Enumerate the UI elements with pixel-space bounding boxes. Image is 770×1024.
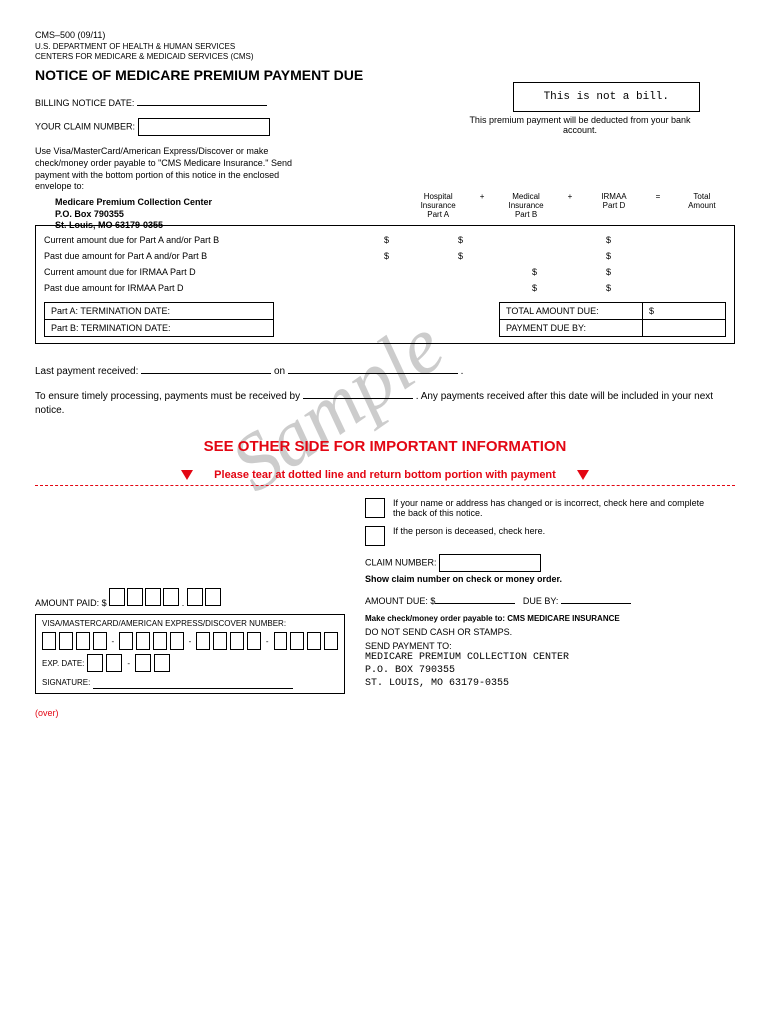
row-current-ab: Current amount due for Part A and/or Par…: [44, 235, 384, 245]
cc-label: VISA/MASTERCARD/AMERICAN EXPRESS/DISCOVE…: [42, 619, 338, 628]
row-past-ab: Past due amount for Part A and/or Part B: [44, 251, 384, 261]
show-claim-note: Show claim number on check or money orde…: [365, 574, 715, 584]
form-id: CMS–500 (09/11): [35, 30, 735, 40]
claim-number-field2[interactable]: [439, 554, 541, 572]
signature-field[interactable]: [93, 676, 293, 689]
exp-label: EXP. DATE:: [42, 659, 84, 668]
dept-line1: U.S. DEPARTMENT OF HEALTH & HUMAN SERVIC…: [35, 42, 735, 52]
address-change-label: If your name or address has changed or i…: [393, 498, 715, 518]
amount-paid-label: AMOUNT PAID: $: [35, 598, 107, 608]
triangle-right-icon: [577, 470, 589, 480]
termination-table: Part A: TERMINATION DATE: Part B: TERMIN…: [44, 302, 274, 337]
not-a-bill-box: This is not a bill.: [513, 82, 700, 112]
claim-number-label2: CLAIM NUMBER:: [365, 557, 437, 567]
row-current-d: Current amount due for IRMAA Part D: [44, 267, 384, 277]
dashed-line: [35, 485, 735, 486]
mailing-address: MEDICARE PREMIUM COLLECTION CENTER P.O. …: [365, 651, 715, 690]
cc-number-boxes[interactable]: - - -: [42, 632, 338, 650]
due-by-label: DUE BY:: [523, 596, 559, 606]
send-to-label: SEND PAYMENT TO:: [365, 641, 715, 651]
last-payment-line: Last payment received: on .: [35, 362, 735, 377]
total-due-table: TOTAL AMOUNT DUE:$ PAYMENT DUE BY:: [499, 302, 726, 337]
credit-card-frame: VISA/MASTERCARD/AMERICAN EXPRESS/DISCOVE…: [35, 614, 345, 694]
address-change-checkbox[interactable]: [365, 498, 385, 518]
tear-instruction: Please tear at dotted line and return bo…: [35, 469, 735, 481]
claim-number-field[interactable]: [138, 118, 270, 136]
triangle-left-icon: [181, 470, 193, 480]
billing-date-field[interactable]: [137, 93, 267, 106]
claim-number-label: YOUR CLAIM NUMBER:: [35, 122, 135, 132]
signature-label: SIGNATURE:: [42, 678, 90, 687]
amounts-table: Current amount due for Part A and/or Par…: [35, 225, 735, 344]
payment-instructions: Use Visa/MasterCard/American Express/Dis…: [35, 146, 315, 193]
dept-line2: CENTERS FOR MEDICARE & MEDICAID SERVICES…: [35, 52, 735, 62]
ensure-text: To ensure timely processing, payments mu…: [35, 387, 735, 418]
amount-paid-boxes[interactable]: [109, 588, 179, 606]
make-check-note: Make check/money order payable to: CMS M…: [365, 614, 620, 623]
page-title: NOTICE OF MEDICARE PREMIUM PAYMENT DUE: [35, 67, 735, 83]
billing-date-label: BILLING NOTICE DATE:: [35, 98, 134, 108]
deceased-checkbox[interactable]: [365, 526, 385, 546]
deceased-label: If the person is deceased, check here.: [393, 526, 545, 536]
amount-due-label: AMOUNT DUE: $: [365, 596, 435, 606]
see-other-side: SEE OTHER SIDE FOR IMPORTANT INFORMATION: [35, 438, 735, 455]
row-past-d: Past due amount for IRMAA Part D: [44, 283, 384, 293]
deduction-note: This premium payment will be deducted fr…: [460, 115, 700, 135]
no-cash-note: DO NOT SEND CASH OR STAMPS.: [365, 627, 715, 637]
over-indicator: (over): [35, 708, 735, 718]
column-headers: HospitalInsurancePart A + MedicalInsuran…: [405, 192, 735, 219]
